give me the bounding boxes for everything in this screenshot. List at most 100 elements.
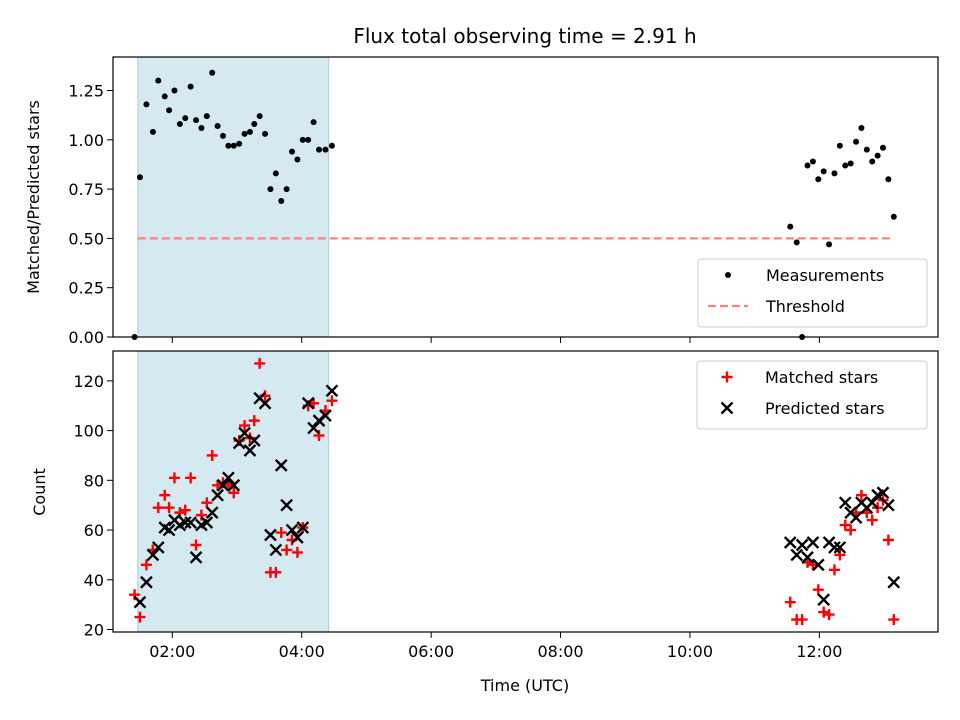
predicted-star-point xyxy=(790,548,804,562)
measurement-point xyxy=(267,186,274,193)
predicted-star-point xyxy=(865,496,879,510)
predicted-star-point xyxy=(806,536,820,549)
matched-star-point xyxy=(784,596,796,608)
legend-label: Matched stars xyxy=(765,368,878,387)
matched-star-point xyxy=(228,487,240,499)
measurement-point xyxy=(198,124,205,131)
measurement-point xyxy=(804,162,811,169)
matched-star-point xyxy=(275,527,287,539)
predicted-star-point xyxy=(783,536,797,549)
matched-star-point xyxy=(190,539,202,551)
matched-star-point xyxy=(888,614,900,626)
measurement-point xyxy=(847,160,854,167)
predicted-star-point xyxy=(828,541,841,554)
matched-star-point xyxy=(828,564,840,576)
predicted-star-point xyxy=(264,528,277,542)
measurement-point xyxy=(203,113,210,120)
measurement-point xyxy=(155,77,162,84)
x-tick-label: 02:00 xyxy=(149,642,195,661)
shaded-span xyxy=(137,56,330,338)
matched-star-point xyxy=(796,614,808,626)
predicted-star-point xyxy=(140,575,153,589)
x-tick-label: 06:00 xyxy=(408,642,454,661)
predicted-star-point xyxy=(216,478,230,492)
matched-star-point xyxy=(163,502,175,514)
matched-star-point xyxy=(882,534,894,546)
matched-star-point xyxy=(270,566,282,578)
measurement-point xyxy=(874,152,881,159)
matched-star-point xyxy=(206,449,218,461)
predicted-star-point xyxy=(274,459,288,472)
chart-title: Flux total observing time = 2.91 h xyxy=(353,24,696,48)
bottom-y-axis-label: Count xyxy=(30,468,49,516)
measurement-point xyxy=(842,162,849,169)
measurement-point xyxy=(193,117,200,124)
series-measurements xyxy=(131,69,897,340)
x-tick-label: 04:00 xyxy=(279,642,325,661)
predicted-star-point xyxy=(269,543,283,557)
measurement-point xyxy=(262,130,269,137)
series-predicted-stars xyxy=(133,384,901,609)
matched-star-point xyxy=(185,472,197,484)
predicted-star-point xyxy=(849,511,863,524)
measurement-point xyxy=(236,140,243,147)
y-tick-label: 80 xyxy=(84,471,104,490)
legend-frame xyxy=(696,360,928,430)
predicted-star-point xyxy=(222,471,235,485)
y-tick-label: 0.25 xyxy=(68,279,104,298)
y-tick-label: 40 xyxy=(84,571,104,590)
matched-star-point xyxy=(152,502,164,514)
predicted-star-point xyxy=(296,521,310,534)
predicted-star-point xyxy=(238,426,251,440)
predicted-star-point xyxy=(833,541,847,554)
measurement-point xyxy=(209,69,216,76)
matched-star-point xyxy=(855,489,867,501)
measurement-point xyxy=(214,123,221,130)
predicted-star-point xyxy=(211,488,224,502)
predicted-star-point xyxy=(876,486,890,500)
measurement-point xyxy=(815,176,822,183)
measurement-point xyxy=(820,168,827,175)
predicted-star-point xyxy=(838,496,852,510)
predicted-star-point xyxy=(133,595,147,609)
predicted-star-point xyxy=(205,506,219,519)
matched-star-point xyxy=(845,524,857,536)
matched-star-point xyxy=(254,357,266,369)
measurement-point xyxy=(230,142,237,149)
matched-star-point xyxy=(839,519,851,531)
measurement-point xyxy=(171,87,178,94)
predicted-star-point xyxy=(325,384,339,398)
measurement-point xyxy=(176,121,183,128)
predicted-star-point xyxy=(285,523,299,537)
y-tick-label: 0.00 xyxy=(68,328,104,347)
measurement-point xyxy=(283,186,290,193)
predicted-star-point xyxy=(258,396,272,410)
measurement-point xyxy=(322,146,329,153)
measurement-point xyxy=(166,107,173,114)
measurement-point xyxy=(305,136,312,143)
measurement-point xyxy=(853,138,860,145)
matched-star-point xyxy=(179,504,191,516)
measurement-point xyxy=(241,130,248,137)
legend: Matched stars Predicted stars xyxy=(696,360,928,430)
measurement-point xyxy=(136,174,143,181)
measurement-point xyxy=(278,197,285,204)
legend-label: Threshold xyxy=(765,297,845,316)
matched-star-point xyxy=(866,514,878,526)
predicted-star-point xyxy=(247,434,261,447)
measurement-point xyxy=(246,128,253,135)
predicted-star-point xyxy=(801,551,814,564)
matched-star-point xyxy=(201,497,213,509)
predicted-star-point xyxy=(882,498,895,512)
x-tick-label: 12:00 xyxy=(796,642,842,661)
y-tick-label: 120 xyxy=(73,372,104,391)
measurement-point xyxy=(187,83,194,90)
legend: Measurements Threshold xyxy=(697,258,928,328)
x-tick-label: 08:00 xyxy=(537,642,583,661)
predicted-star-point xyxy=(151,541,165,554)
matched-star-point xyxy=(291,546,303,558)
x-axis-label: Time (UTC) xyxy=(480,676,569,695)
matched-star-point xyxy=(248,415,260,427)
predicted-star-point xyxy=(232,436,246,450)
measurement-point xyxy=(836,142,843,149)
